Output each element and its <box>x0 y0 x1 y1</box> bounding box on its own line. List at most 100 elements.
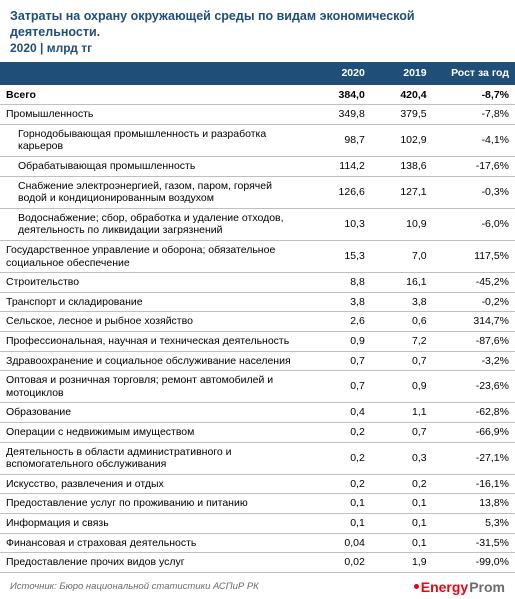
table-row: Информация и связь0,10,15,3% <box>0 513 515 533</box>
cell-label: Всего <box>0 85 309 105</box>
cell-label: Предоставление услуг по проживанию и пит… <box>0 494 309 514</box>
cell-2020: 0,2 <box>309 474 371 494</box>
cell-growth: -8,7% <box>433 85 515 105</box>
cell-2020: 0,04 <box>309 533 371 553</box>
cell-2020: 349,8 <box>309 105 371 125</box>
cell-2019: 1,1 <box>371 403 433 423</box>
cell-2019: 0,2 <box>371 474 433 494</box>
cell-growth: -0,3% <box>433 176 515 208</box>
cell-2020: 0,02 <box>309 553 371 573</box>
cell-label: Оптовая и розничная торговля; ремонт авт… <box>0 371 309 403</box>
cell-2020: 384,0 <box>309 85 371 105</box>
cell-growth: -62,8% <box>433 403 515 423</box>
cell-2019: 420,4 <box>371 85 433 105</box>
table-row: Искусство, развлечения и отдых0,20,2-16,… <box>0 474 515 494</box>
report: Затраты на охрану окружающей среды по ви… <box>0 0 515 599</box>
cell-2019: 0,7 <box>371 351 433 371</box>
table-row: Транспорт и складирование3,83,8-0,2% <box>0 292 515 312</box>
table-row: Сельское, лесное и рыбное хозяйство2,60,… <box>0 312 515 332</box>
table-row: Профессиональная, научная и техническая … <box>0 332 515 352</box>
cell-2019: 0,3 <box>371 442 433 474</box>
cell-label: Государственное управление и оборона; об… <box>0 241 309 273</box>
cell-growth: -17,6% <box>433 157 515 177</box>
cell-growth: -3,2% <box>433 351 515 371</box>
cell-2019: 0,7 <box>371 422 433 442</box>
col-name <box>0 62 309 85</box>
cell-label: Операции с недвижимым имуществом <box>0 422 309 442</box>
cell-label: Информация и связь <box>0 513 309 533</box>
cell-growth: -16,1% <box>433 474 515 494</box>
cell-label: Деятельность в области административного… <box>0 442 309 474</box>
cell-label: Финансовая и страховая деятельность <box>0 533 309 553</box>
cell-2019: 7,2 <box>371 332 433 352</box>
logo-prom: Prom <box>469 579 505 595</box>
table-row: Предоставление прочих видов услуг0,021,9… <box>0 553 515 573</box>
table-row: Обрабатывающая промышленность114,2138,6-… <box>0 157 515 177</box>
cell-label: Искусство, развлечения и отдых <box>0 474 309 494</box>
cell-2020: 0,1 <box>309 494 371 514</box>
cell-growth: 117,5% <box>433 241 515 273</box>
cell-label: Профессиональная, научная и техническая … <box>0 332 309 352</box>
cell-growth: 5,3% <box>433 513 515 533</box>
cell-2020: 0,2 <box>309 442 371 474</box>
cell-2019: 16,1 <box>371 273 433 293</box>
cell-2020: 98,7 <box>309 124 371 156</box>
cell-growth: -99,0% <box>433 553 515 573</box>
table-row: Оптовая и розничная торговля; ремонт авт… <box>0 371 515 403</box>
cell-label: Транспорт и складирование <box>0 292 309 312</box>
header: Затраты на охрану окружающей среды по ви… <box>0 0 515 62</box>
cell-label: Строительство <box>0 273 309 293</box>
cell-2020: 2,6 <box>309 312 371 332</box>
cell-growth: 13,8% <box>433 494 515 514</box>
cell-2020: 0,4 <box>309 403 371 423</box>
cell-2019: 138,6 <box>371 157 433 177</box>
title: Затраты на охрану окружающей среды по ви… <box>10 8 505 41</box>
cell-2020: 126,6 <box>309 176 371 208</box>
cell-2020: 3,8 <box>309 292 371 312</box>
col-2020: 2020 <box>309 62 371 85</box>
cell-growth: -31,5% <box>433 533 515 553</box>
cell-2019: 0,1 <box>371 533 433 553</box>
logo-energy: Energy <box>421 579 468 595</box>
table-row: Деятельность в области административного… <box>0 442 515 474</box>
cell-growth: -66,9% <box>433 422 515 442</box>
cell-growth: -27,1% <box>433 442 515 474</box>
cell-2019: 102,9 <box>371 124 433 156</box>
cell-growth: -23,6% <box>433 371 515 403</box>
col-growth: Рост за год <box>433 62 515 85</box>
cell-2019: 1,9 <box>371 553 433 573</box>
cell-2020: 15,3 <box>309 241 371 273</box>
cell-2019: 3,8 <box>371 292 433 312</box>
cell-2020: 114,2 <box>309 157 371 177</box>
cell-label: Образование <box>0 403 309 423</box>
source-text: Источник: Бюро национальной статистики А… <box>10 581 259 592</box>
table-row: Образование0,41,1-62,8% <box>0 403 515 423</box>
table-row: Снабжение электроэнергией, газом, паром,… <box>0 176 515 208</box>
cell-label: Предоставление прочих видов услуг <box>0 553 309 573</box>
logo: Energy Prom <box>414 579 505 595</box>
cell-label: Обрабатывающая промышленность <box>0 157 309 177</box>
cell-label: Снабжение электроэнергией, газом, паром,… <box>0 176 309 208</box>
table-row: Водоснабжение; сбор, обработка и удалени… <box>0 208 515 240</box>
cell-growth: -6,0% <box>433 208 515 240</box>
cell-2020: 0,7 <box>309 371 371 403</box>
cell-growth: 314,7% <box>433 312 515 332</box>
cell-growth: -4,1% <box>433 124 515 156</box>
cell-2019: 127,1 <box>371 176 433 208</box>
table-row: Здравоохранение и социальное обслуживани… <box>0 351 515 371</box>
cell-2019: 7,0 <box>371 241 433 273</box>
table-row: Финансовая и страховая деятельность0,040… <box>0 533 515 553</box>
cell-label: Горнодобывающая промышленность и разрабо… <box>0 124 309 156</box>
cell-2020: 0,1 <box>309 513 371 533</box>
cell-2020: 0,9 <box>309 332 371 352</box>
table-row: Промышленность349,8379,5-7,8% <box>0 105 515 125</box>
cell-2020: 0,2 <box>309 422 371 442</box>
table-body: Всего384,0420,4-8,7%Промышленность349,83… <box>0 85 515 572</box>
cell-2019: 0,1 <box>371 494 433 514</box>
cell-2020: 0,7 <box>309 351 371 371</box>
cell-2019: 0,1 <box>371 513 433 533</box>
data-table: 2020 2019 Рост за год Всего384,0420,4-8,… <box>0 62 515 573</box>
cell-2020: 8,8 <box>309 273 371 293</box>
table-row: Строительство8,816,1-45,2% <box>0 273 515 293</box>
col-2019: 2019 <box>371 62 433 85</box>
